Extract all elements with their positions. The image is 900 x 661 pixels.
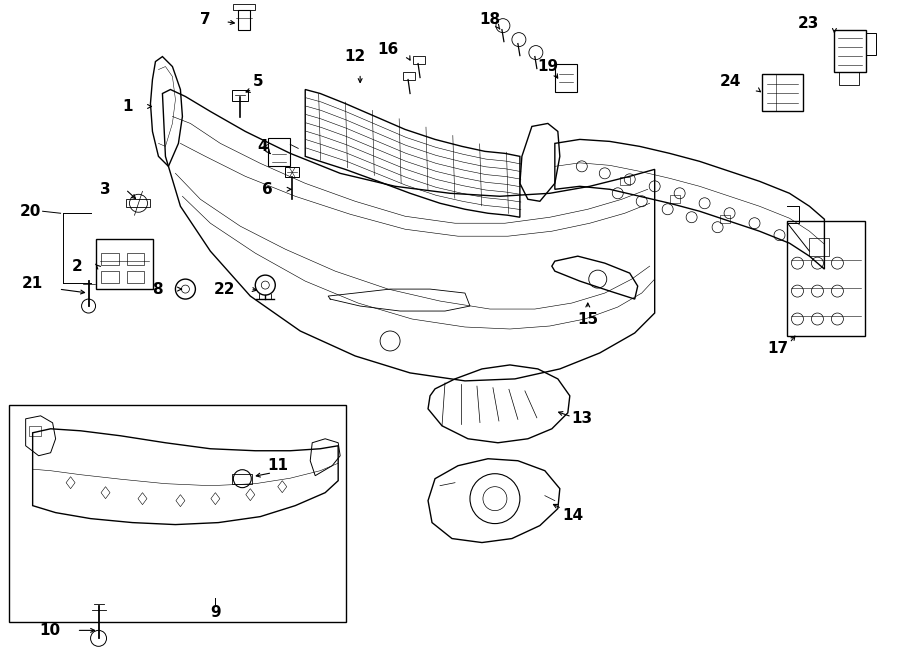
Bar bbox=[95, 239, 154, 289]
Bar bbox=[101, 271, 119, 283]
Text: 22: 22 bbox=[214, 282, 235, 297]
Text: 4: 4 bbox=[257, 139, 267, 154]
Text: 11: 11 bbox=[267, 458, 288, 473]
Bar bbox=[554, 63, 577, 91]
Bar bbox=[232, 474, 252, 484]
Text: 8: 8 bbox=[152, 282, 162, 297]
Bar bbox=[620, 177, 630, 185]
Text: 18: 18 bbox=[480, 12, 500, 27]
Text: 9: 9 bbox=[210, 605, 220, 620]
Text: 24: 24 bbox=[720, 74, 742, 89]
Bar bbox=[761, 73, 804, 112]
Bar bbox=[840, 71, 860, 85]
Text: 6: 6 bbox=[262, 182, 273, 197]
Text: 20: 20 bbox=[19, 204, 40, 219]
Bar bbox=[127, 271, 145, 283]
Bar bbox=[867, 32, 877, 55]
Bar bbox=[127, 199, 150, 208]
Bar bbox=[403, 71, 415, 79]
Bar bbox=[268, 138, 290, 167]
Bar bbox=[788, 221, 866, 336]
Bar bbox=[101, 253, 119, 265]
Bar bbox=[285, 167, 299, 177]
Text: 13: 13 bbox=[572, 411, 593, 426]
Text: 5: 5 bbox=[253, 74, 264, 89]
Text: 21: 21 bbox=[22, 276, 42, 291]
Text: 14: 14 bbox=[562, 508, 583, 523]
Bar bbox=[238, 10, 250, 30]
Bar bbox=[720, 215, 730, 223]
Bar bbox=[127, 253, 145, 265]
Text: 1: 1 bbox=[122, 99, 132, 114]
Bar bbox=[9, 405, 346, 623]
Text: 19: 19 bbox=[537, 59, 558, 74]
Text: 3: 3 bbox=[100, 182, 111, 197]
Bar bbox=[809, 238, 830, 256]
Text: 10: 10 bbox=[40, 623, 60, 638]
Text: 7: 7 bbox=[200, 12, 211, 27]
Text: 16: 16 bbox=[377, 42, 398, 57]
Bar bbox=[232, 89, 248, 102]
Bar bbox=[29, 426, 40, 436]
Bar bbox=[413, 56, 425, 63]
Bar bbox=[834, 30, 867, 71]
Text: 23: 23 bbox=[798, 16, 819, 31]
Bar bbox=[670, 195, 680, 204]
Bar bbox=[233, 4, 256, 10]
Text: 17: 17 bbox=[767, 342, 788, 356]
Text: 12: 12 bbox=[345, 49, 365, 64]
Text: 2: 2 bbox=[72, 258, 83, 274]
Text: 15: 15 bbox=[577, 311, 598, 327]
